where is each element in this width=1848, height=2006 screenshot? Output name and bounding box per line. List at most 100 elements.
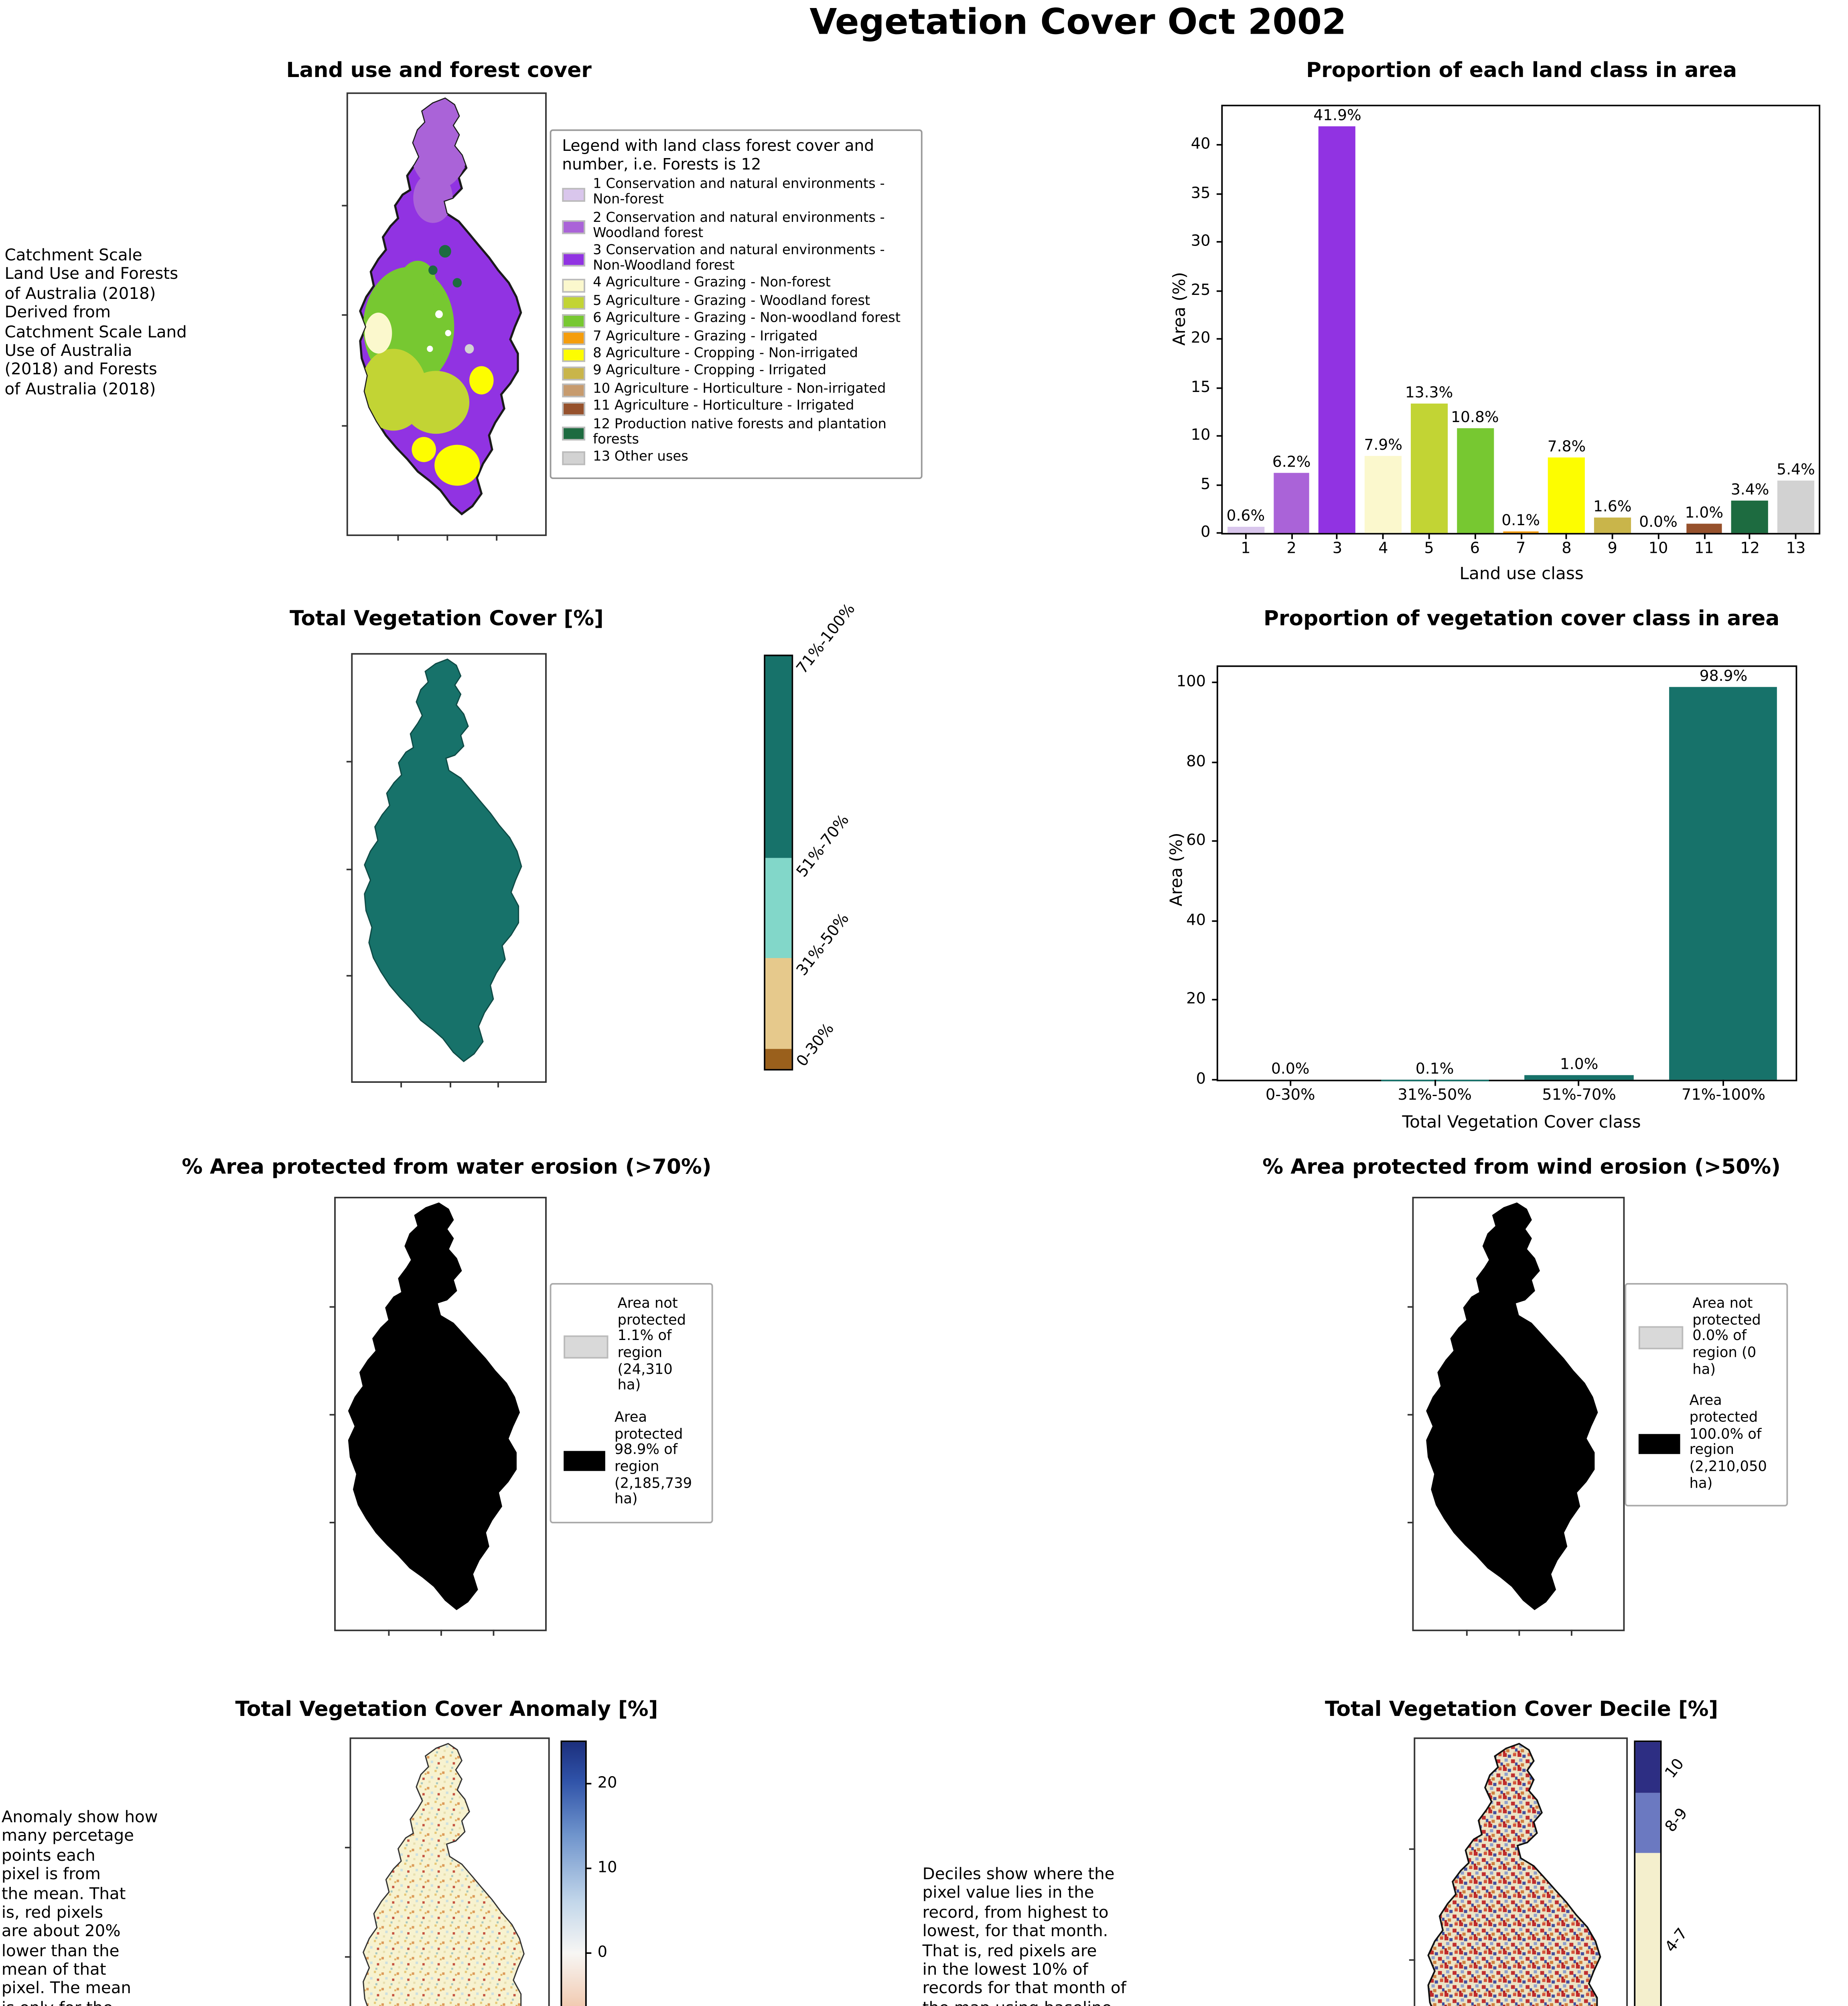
- y-tick: [1216, 241, 1223, 243]
- legend-swatch: [562, 349, 585, 363]
- y-tick: [1216, 338, 1223, 340]
- map-tick: [1408, 1414, 1414, 1416]
- map-tick: [342, 424, 348, 426]
- anomaly-map: [345, 1737, 550, 2006]
- colorbar-label: 31%-50%: [794, 910, 853, 980]
- y-tick-label: 15: [1191, 379, 1211, 396]
- map-tick: [346, 868, 353, 870]
- legend-item-label: 5 Agriculture - Grazing - Woodland fores…: [593, 294, 870, 309]
- wind-erosion-map: [1408, 1197, 1625, 1636]
- y-tick-label: 30: [1191, 233, 1211, 251]
- vegclass-chart-title: Proportion of vegetation cover class in …: [1264, 607, 1780, 632]
- map-tick: [342, 204, 348, 206]
- legend-item-label: 6 Agriculture - Grazing - Non-woodland f…: [593, 311, 901, 327]
- landuse-title: Land use and forest cover: [286, 58, 592, 83]
- map-tick: [440, 1629, 442, 1636]
- bar-value-label: 5.4%: [1777, 462, 1815, 479]
- x-tick: [1566, 533, 1568, 539]
- bar-value-label: 6.2%: [1272, 454, 1311, 471]
- legend-item-label: 7 Agriculture - Grazing - Irrigated: [593, 329, 818, 345]
- vegcover-map: [346, 653, 547, 1088]
- colorbar-tick: [585, 1783, 592, 1785]
- map-tick: [346, 975, 353, 977]
- wind-erosion-legend: Area not protected 0.0% of region (0 ha)…: [1625, 1283, 1788, 1507]
- erosion-legend-swatch: [564, 1334, 609, 1358]
- y-tick: [1212, 761, 1218, 763]
- map-tick: [493, 1629, 495, 1636]
- bar-8: [1548, 457, 1585, 533]
- colorbar-label: 4-7: [1663, 1925, 1692, 1956]
- vegclass-plot: 0 20 40 60 80 100 0.0% 0-30% 0.1% 31%-50% 1.0% 51%-…: [1177, 665, 1797, 1105]
- x-tick-label: 6: [1470, 540, 1480, 558]
- map-tick: [1570, 1629, 1572, 1636]
- anomaly-side-note: Anomaly show how many percetage points e…: [1, 1808, 158, 2006]
- bar-1: [1227, 527, 1264, 533]
- colorbar-tick-label: 0: [597, 1944, 608, 1962]
- bar-3: [1319, 126, 1356, 533]
- y-tick: [1216, 435, 1223, 437]
- y-tick: [1216, 532, 1223, 534]
- vegclass-chart-ylabel: Area (%): [1166, 832, 1187, 907]
- x-tick: [1749, 533, 1751, 539]
- vegclass-chart: Proportion of vegetation cover class in …: [1166, 604, 1848, 1146]
- landclass-chart: Proportion of each land class in area Ar…: [1167, 55, 1848, 597]
- y-tick-label: 5: [1201, 476, 1211, 493]
- map-tick: [329, 1414, 336, 1416]
- colorbar-segment: [1635, 1852, 1660, 2006]
- bar-value-label: 41.9%: [1313, 108, 1361, 125]
- colorbar-tick-label: 10: [597, 1860, 617, 1877]
- map-tick: [446, 534, 448, 541]
- anomaly-title: Total Vegetation Cover Anomaly [%]: [235, 1697, 658, 1722]
- page-title: Vegetation Cover Oct 2002: [809, 3, 1347, 43]
- bar-value-label: 1.6%: [1593, 499, 1632, 516]
- bar-value-label: 13.3%: [1405, 385, 1453, 403]
- legend-swatch: [562, 366, 585, 380]
- y-tick-label: 40: [1186, 912, 1206, 930]
- legend-item-label: 3 Conservation and natural environments …: [593, 243, 885, 274]
- legend-swatch: [562, 331, 585, 345]
- erosion-legend-swatch: [564, 1450, 605, 1470]
- x-tick: [1474, 533, 1476, 539]
- y-tick: [1212, 920, 1218, 922]
- bar-31%-50%: [1380, 1079, 1489, 1080]
- map-tick: [329, 1306, 336, 1308]
- bar-value-label: 0.1%: [1415, 1061, 1454, 1078]
- x-tick: [1611, 533, 1613, 539]
- y-tick: [1212, 841, 1218, 843]
- y-tick-label: 60: [1186, 833, 1206, 850]
- y-tick: [1212, 999, 1218, 1001]
- colorbar-segment: [765, 957, 792, 1048]
- x-tick: [1289, 1080, 1291, 1086]
- y-tick: [1212, 1079, 1218, 1081]
- x-tick: [1795, 533, 1797, 539]
- legend-swatch: [562, 313, 585, 328]
- y-tick-label: 40: [1191, 136, 1211, 154]
- bar-value-label: 1.0%: [1560, 1057, 1598, 1074]
- legend-item-label: 11 Agriculture - Horticulture - Irrigate…: [593, 399, 854, 415]
- map-tick: [1409, 1849, 1416, 1850]
- x-tick: [1428, 533, 1430, 539]
- bar-11: [1686, 523, 1723, 533]
- landuse-legend-items: 1 Conservation and natural environments …: [562, 178, 910, 467]
- map-tick: [497, 1081, 499, 1088]
- legend-swatch: [562, 253, 585, 267]
- x-tick-label: 2: [1286, 540, 1296, 558]
- x-tick-label: 9: [1607, 540, 1617, 558]
- colorbar-segment: [765, 656, 792, 859]
- legend-swatch: [562, 426, 585, 441]
- x-tick: [1703, 533, 1705, 539]
- map-tick: [1518, 1629, 1520, 1636]
- x-tick: [1337, 533, 1338, 539]
- x-tick-label: 3: [1332, 540, 1343, 558]
- erosion-legend-swatch: [1638, 1326, 1684, 1350]
- legend-swatch: [562, 402, 585, 416]
- erosion-legend-label: Area not protected 0.0% of region (0 ha): [1692, 1295, 1761, 1378]
- x-tick: [1722, 1080, 1724, 1086]
- y-tick-label: 25: [1191, 282, 1211, 299]
- colorbar-label: 10: [1663, 1755, 1688, 1781]
- bar-value-label: 0.0%: [1271, 1061, 1310, 1078]
- colorbar-label: 0-30%: [794, 1021, 838, 1070]
- landuse-legend: Legend with land class forest cover and …: [550, 129, 923, 479]
- y-tick: [1216, 144, 1223, 146]
- bar-12: [1731, 500, 1769, 533]
